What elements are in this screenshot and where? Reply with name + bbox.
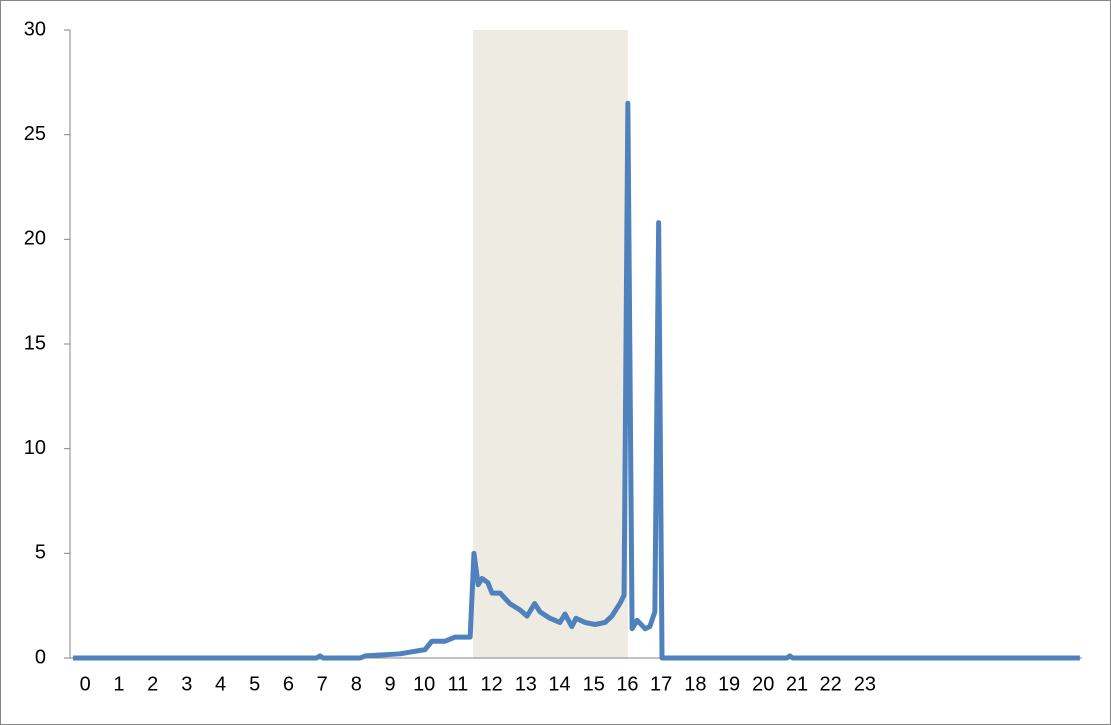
x-tick-label: 19 [718,673,740,695]
x-tick-label: 16 [616,673,638,695]
x-tick-label: 17 [650,673,672,695]
x-tick-label: 2 [147,673,158,695]
x-tick-label: 1 [113,673,124,695]
x-tick-label: 14 [548,673,570,695]
x-tick-label: 15 [583,673,605,695]
x-tick-label: 7 [317,673,328,695]
x-tick-label: 4 [215,673,226,695]
y-tick-label: 25 [24,123,46,145]
x-tick-label: 12 [481,673,503,695]
y-tick-label: 10 [24,437,46,459]
data-line [72,100,1080,661]
x-tick-label: 5 [249,673,260,695]
y-tick-label: 0 [35,646,46,668]
x-tick-label: 18 [684,673,706,695]
y-tick-label: 20 [24,228,46,250]
highlight-band [473,30,628,658]
x-tick-label: 23 [854,673,876,695]
x-tick-label: 6 [283,673,294,695]
x-tick-label: 9 [384,673,395,695]
x-tick-label: 11 [448,673,469,695]
x-tick-label: 13 [515,673,537,695]
x-tick-label: 10 [413,673,435,695]
y-tick-label: 15 [24,332,46,354]
x-tick-label: 22 [820,673,842,695]
x-tick-label: 20 [752,673,774,695]
x-tick-label: 3 [181,673,192,695]
x-tick-label: 21 [786,673,808,695]
y-tick-label: 5 [35,542,46,564]
y-tick-label: 30 [24,18,46,40]
x-tick-label: 0 [80,673,91,695]
x-tick-label: 8 [351,673,362,695]
